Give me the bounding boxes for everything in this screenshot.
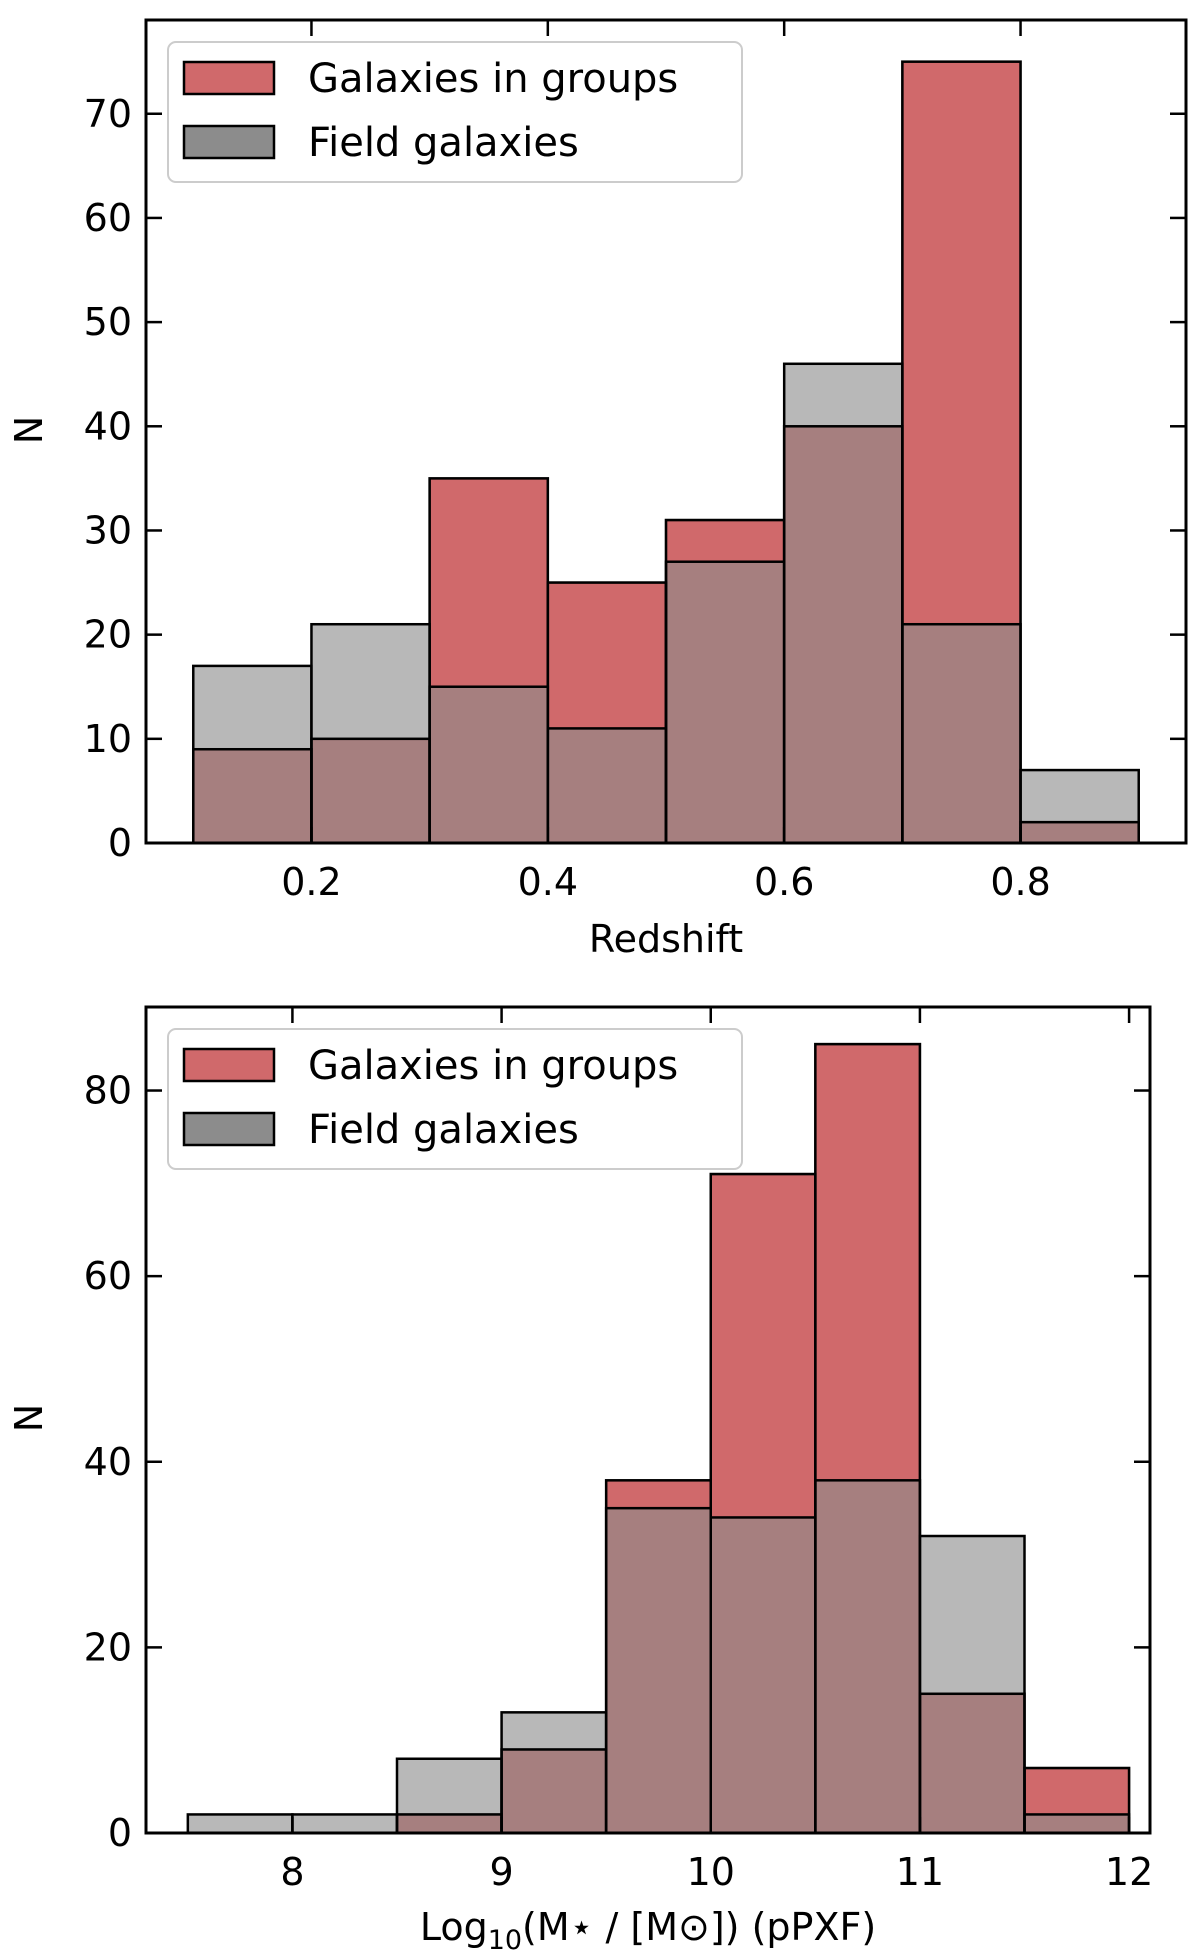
legend-label-groups: Galaxies in groups bbox=[308, 56, 678, 102]
legend: Galaxies in groups Field galaxies bbox=[167, 1028, 743, 1170]
bar-field-5 bbox=[782, 362, 904, 845]
bar-field-4 bbox=[664, 560, 786, 845]
y-tick-label: 50 bbox=[84, 300, 132, 344]
plot-frame bbox=[144, 18, 1188, 845]
bar-field-3 bbox=[546, 727, 668, 845]
bar-field-1 bbox=[310, 622, 431, 845]
x-axis-label: Redshift bbox=[589, 917, 743, 961]
y-axis-label: N bbox=[7, 416, 51, 444]
legend-swatch-field bbox=[182, 1111, 276, 1147]
y-tick-label: 20 bbox=[84, 1625, 132, 1669]
bar-field-1 bbox=[291, 1813, 399, 1835]
y-tick-label: 20 bbox=[84, 613, 132, 657]
x-tick-label: 12 bbox=[1105, 1850, 1153, 1894]
legend-box bbox=[167, 41, 743, 183]
x-tick-label: 0.2 bbox=[281, 860, 341, 904]
series-field-galaxies bbox=[186, 1479, 1131, 1835]
bar-field-0 bbox=[192, 664, 313, 845]
series-field-galaxies bbox=[192, 362, 1140, 845]
bar-field-5 bbox=[709, 1516, 817, 1835]
plot-frame bbox=[144, 1005, 1152, 1835]
y-tick-label: 40 bbox=[84, 1440, 132, 1484]
legend: Galaxies in groups Field galaxies bbox=[167, 41, 743, 183]
legend-swatch-groups bbox=[182, 1047, 276, 1083]
y-tick-label: 0 bbox=[108, 1811, 132, 1855]
x-tick-label: 9 bbox=[489, 1850, 513, 1894]
x-tick-label: 0.6 bbox=[754, 860, 814, 904]
bar-field-4 bbox=[604, 1506, 713, 1835]
y-tick-label: 60 bbox=[84, 1254, 132, 1298]
y-tick-label: 60 bbox=[84, 196, 132, 240]
x-tick-label: 0.4 bbox=[518, 860, 578, 904]
y-tick-label: 10 bbox=[84, 717, 132, 761]
bar-field-0 bbox=[186, 1813, 294, 1835]
chart-panel-1: 0.2 0.4 0.6 0.8 0 10 20 30 40 50 60 70 N Redshift Gala… bbox=[7, 18, 1188, 961]
legend-label-field: Field galaxies bbox=[308, 1107, 579, 1153]
y-axis-label: N bbox=[7, 1404, 51, 1432]
x-tick-label: 8 bbox=[280, 1850, 304, 1894]
y-tick-label: 0 bbox=[108, 821, 132, 865]
chart-panel-2: 8 9 10 11 12 0 20 40 60 80 N Log10(M⋆ / [M⊙]) (pPXF… bbox=[7, 1005, 1153, 1956]
bar-field-2 bbox=[428, 685, 550, 845]
y-tick-label: 80 bbox=[84, 1069, 132, 1113]
legend-swatch-field bbox=[182, 124, 276, 160]
bar-field-2 bbox=[395, 1757, 503, 1835]
x-tick-label: 11 bbox=[896, 1850, 944, 1894]
bar-field-6 bbox=[814, 1479, 922, 1835]
legend-label-field: Field galaxies bbox=[308, 120, 579, 166]
bar-field-8 bbox=[1023, 1813, 1131, 1835]
legend-swatch-groups bbox=[182, 60, 276, 96]
legend-box bbox=[167, 1028, 743, 1170]
legend-label-groups: Galaxies in groups bbox=[308, 1043, 678, 1089]
bar-field-7 bbox=[918, 1534, 1026, 1835]
y-tick-label: 30 bbox=[84, 508, 132, 552]
bar-field-7 bbox=[1019, 768, 1140, 845]
x-tick-label: 10 bbox=[687, 1850, 735, 1894]
y-tick-label: 70 bbox=[84, 92, 132, 136]
bar-field-6 bbox=[901, 622, 1022, 845]
x-tick-label: 0.8 bbox=[990, 860, 1050, 904]
y-tick-label: 40 bbox=[84, 404, 132, 448]
bar-field-3 bbox=[500, 1711, 608, 1835]
x-axis-label: Log10(M⋆ / [M⊙]) (pPXF) bbox=[420, 1905, 876, 1956]
